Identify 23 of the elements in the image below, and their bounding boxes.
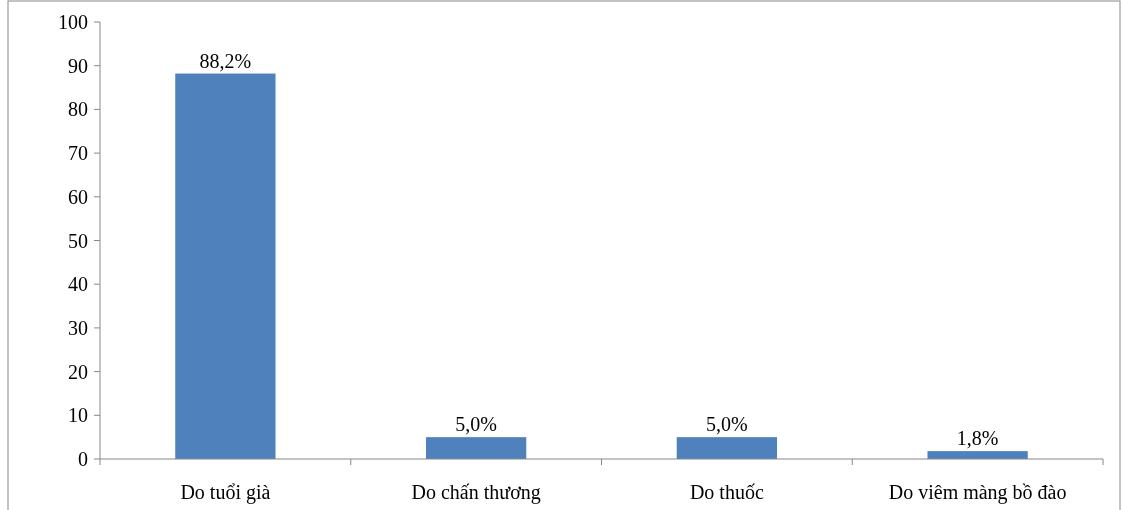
bar <box>676 437 778 459</box>
x-tick-label: Do viêm màng bồ đào <box>888 481 1067 504</box>
bar <box>425 437 527 459</box>
y-tick-label: 70 <box>68 142 88 165</box>
y-tick-label: 80 <box>68 98 88 121</box>
y-tick-label: 90 <box>68 54 88 77</box>
data-label: 5,0% <box>706 413 748 436</box>
y-tick-label: 40 <box>68 273 88 296</box>
data-label: 5,0% <box>455 413 497 436</box>
x-tick-label: Do tuổi già <box>180 481 271 504</box>
bar <box>927 451 1028 459</box>
data-label: 1,8% <box>956 427 999 450</box>
y-tick-label: 100 <box>58 11 88 33</box>
x-tick-label: Do chấn thương <box>411 481 541 504</box>
y-tick-label: 20 <box>68 360 88 383</box>
bar <box>175 73 276 459</box>
y-tick-label: 50 <box>68 229 88 252</box>
y-tick-label: 30 <box>68 316 88 339</box>
x-tick-label: Do thuốc <box>689 481 764 503</box>
y-tick-label: 10 <box>68 404 88 427</box>
y-tick-label: 60 <box>68 185 88 208</box>
data-label: 88,2% <box>199 49 252 72</box>
y-tick-label: 0 <box>78 448 88 470</box>
